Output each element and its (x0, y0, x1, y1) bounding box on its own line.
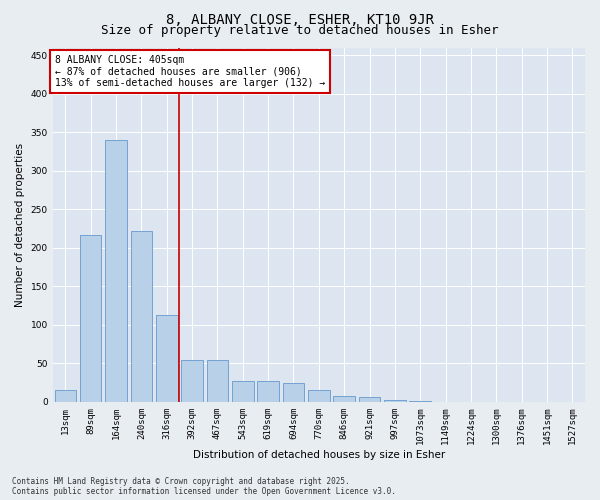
Bar (105, 140, 127, 402)
Text: 8, ALBANY CLOSE, ESHER, KT10 9JR: 8, ALBANY CLOSE, ESHER, KT10 9JR (166, 12, 434, 26)
Bar (308, 390, 329, 402)
X-axis label: Distribution of detached houses by size in Esher: Distribution of detached houses by size … (193, 450, 445, 460)
Bar (181, 360, 203, 402)
Bar (409, 401, 431, 402)
Bar (232, 381, 254, 402)
Bar (359, 398, 380, 402)
Bar (55, 390, 76, 402)
Y-axis label: Number of detached properties: Number of detached properties (15, 142, 25, 307)
Bar (257, 381, 279, 402)
Bar (283, 382, 304, 402)
Bar (384, 400, 406, 402)
Bar (334, 396, 355, 402)
Text: Size of property relative to detached houses in Esher: Size of property relative to detached ho… (101, 24, 499, 37)
Text: Contains HM Land Registry data © Crown copyright and database right 2025.
Contai: Contains HM Land Registry data © Crown c… (12, 476, 396, 496)
Bar (131, 231, 152, 402)
Text: 8 ALBANY CLOSE: 405sqm
← 87% of detached houses are smaller (906)
13% of semi-de: 8 ALBANY CLOSE: 405sqm ← 87% of detached… (55, 54, 326, 88)
Bar (206, 360, 228, 402)
Bar (156, 315, 178, 402)
Bar (80, 234, 101, 402)
